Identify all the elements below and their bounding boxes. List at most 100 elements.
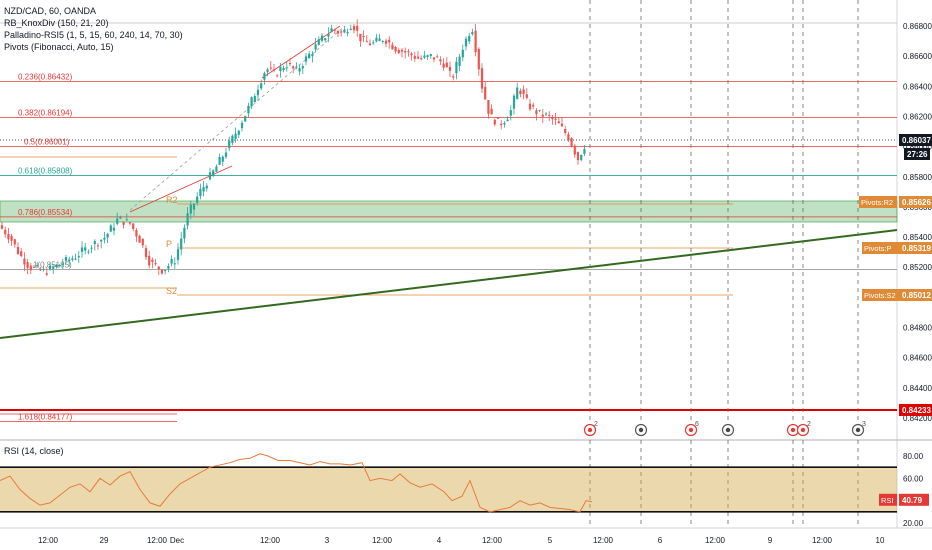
candle-body [132, 223, 135, 229]
event-dot [855, 427, 861, 433]
candle-body [16, 246, 20, 254]
candle-body [471, 32, 474, 35]
candle-body [448, 66, 452, 71]
event-dot [790, 427, 796, 433]
candle-body [365, 41, 368, 43]
candle-body [474, 30, 477, 53]
candle-body [80, 247, 84, 252]
candle-body [170, 259, 173, 264]
candle-body [224, 152, 228, 157]
pivot-badge-label: Pivots:S2 [864, 291, 896, 300]
candle-body [519, 90, 522, 94]
candle-body [487, 100, 490, 114]
candle-body [336, 31, 340, 34]
candle-body [560, 123, 564, 127]
candle-body [186, 213, 189, 226]
candle-body [436, 56, 439, 58]
candle-body [394, 47, 397, 52]
rsi-tick: 60.00 [903, 474, 924, 483]
candle-body [576, 152, 580, 161]
price-tick: 0.86600 [903, 52, 932, 61]
candle-body [87, 251, 90, 253]
event-count: 2 [594, 421, 598, 428]
candle-body [541, 114, 544, 117]
candle-body [144, 248, 148, 258]
event-count: 2 [807, 421, 811, 428]
candle-body [276, 75, 279, 77]
fib-label: 0.5(0.86001) [24, 137, 70, 146]
candle-body [304, 56, 308, 62]
candle-body [215, 166, 218, 172]
candle-body [548, 114, 551, 116]
candle-body [180, 238, 183, 250]
candle-body [464, 38, 468, 47]
candle-body [212, 170, 215, 176]
candle-body [106, 233, 109, 238]
candle-body [535, 110, 538, 115]
candle-body [346, 32, 349, 34]
event-dot [587, 427, 593, 433]
candle-body [93, 241, 96, 245]
rsi-band [0, 467, 897, 512]
bar-countdown-badge-bg [904, 148, 930, 160]
candle-body [525, 94, 528, 98]
candle-body [138, 235, 141, 243]
candle-body [256, 89, 260, 96]
candle-body [285, 67, 288, 69]
candle-body [298, 68, 301, 72]
candle-body [301, 66, 304, 69]
candle-body [362, 35, 365, 38]
fib-label: 0.382(0.86194) [18, 108, 73, 117]
time-tick: 12:00 [38, 536, 59, 545]
candle-body [410, 53, 413, 56]
candle-body [343, 29, 346, 33]
candle-body [269, 67, 272, 69]
candle-body [445, 62, 448, 68]
pivot-label: S2 [166, 286, 177, 296]
event-count: 6 [695, 421, 699, 428]
candle-body [516, 87, 519, 100]
rsi-badge-label-bg [879, 493, 897, 506]
candle-body [333, 29, 336, 31]
legend-pivots[interactable]: Pivots (Fibonacci, Auto, 15) [4, 42, 114, 52]
pivot-badge-label-bg [862, 289, 900, 301]
fib-label: 0.236(0.86432) [18, 72, 73, 81]
price-tick: 0.84200 [903, 414, 932, 423]
candle-body [567, 134, 570, 141]
time-tick: 12:00 [593, 536, 614, 545]
candle-body [580, 154, 583, 161]
candle-body [103, 237, 106, 240]
candle-body [282, 68, 285, 71]
candle-body [506, 119, 509, 122]
candle-body [32, 266, 36, 268]
time-tick: 12:00 [812, 536, 833, 545]
candle-body [528, 103, 532, 110]
price-tick: 0.84800 [903, 324, 932, 333]
rsi-pane-title[interactable]: RSI (14, close) [4, 446, 64, 456]
candle-body [167, 266, 170, 269]
candle-body [557, 121, 560, 124]
event-count: 3 [862, 421, 866, 428]
candle-body [7, 233, 10, 240]
candle-body [148, 255, 151, 266]
candle-body [77, 256, 80, 258]
candle-body [496, 117, 500, 119]
candle-body [493, 119, 496, 125]
rsi-tick: 20.00 [903, 519, 924, 528]
candle-body [375, 37, 378, 42]
legend-knoxdiv[interactable]: RB_KnoxDiv (150, 21, 20) [4, 18, 109, 28]
candle-body [272, 69, 276, 71]
candle-body [404, 51, 407, 53]
candle-body [260, 83, 263, 89]
divergence-line [261, 25, 341, 79]
legend-palladino-rsi[interactable]: Palladino-RSI5 (1, 5, 15, 60, 240, 14, 7… [4, 30, 183, 40]
candle-body [250, 97, 253, 107]
candle-body [397, 50, 400, 54]
time-tick: Dec [170, 536, 184, 545]
candle-body [176, 249, 180, 260]
candle-body [61, 263, 64, 265]
candle-body [128, 222, 132, 224]
alert-price-badge-bg [899, 404, 932, 416]
time-tick: 12:00 [147, 536, 168, 545]
